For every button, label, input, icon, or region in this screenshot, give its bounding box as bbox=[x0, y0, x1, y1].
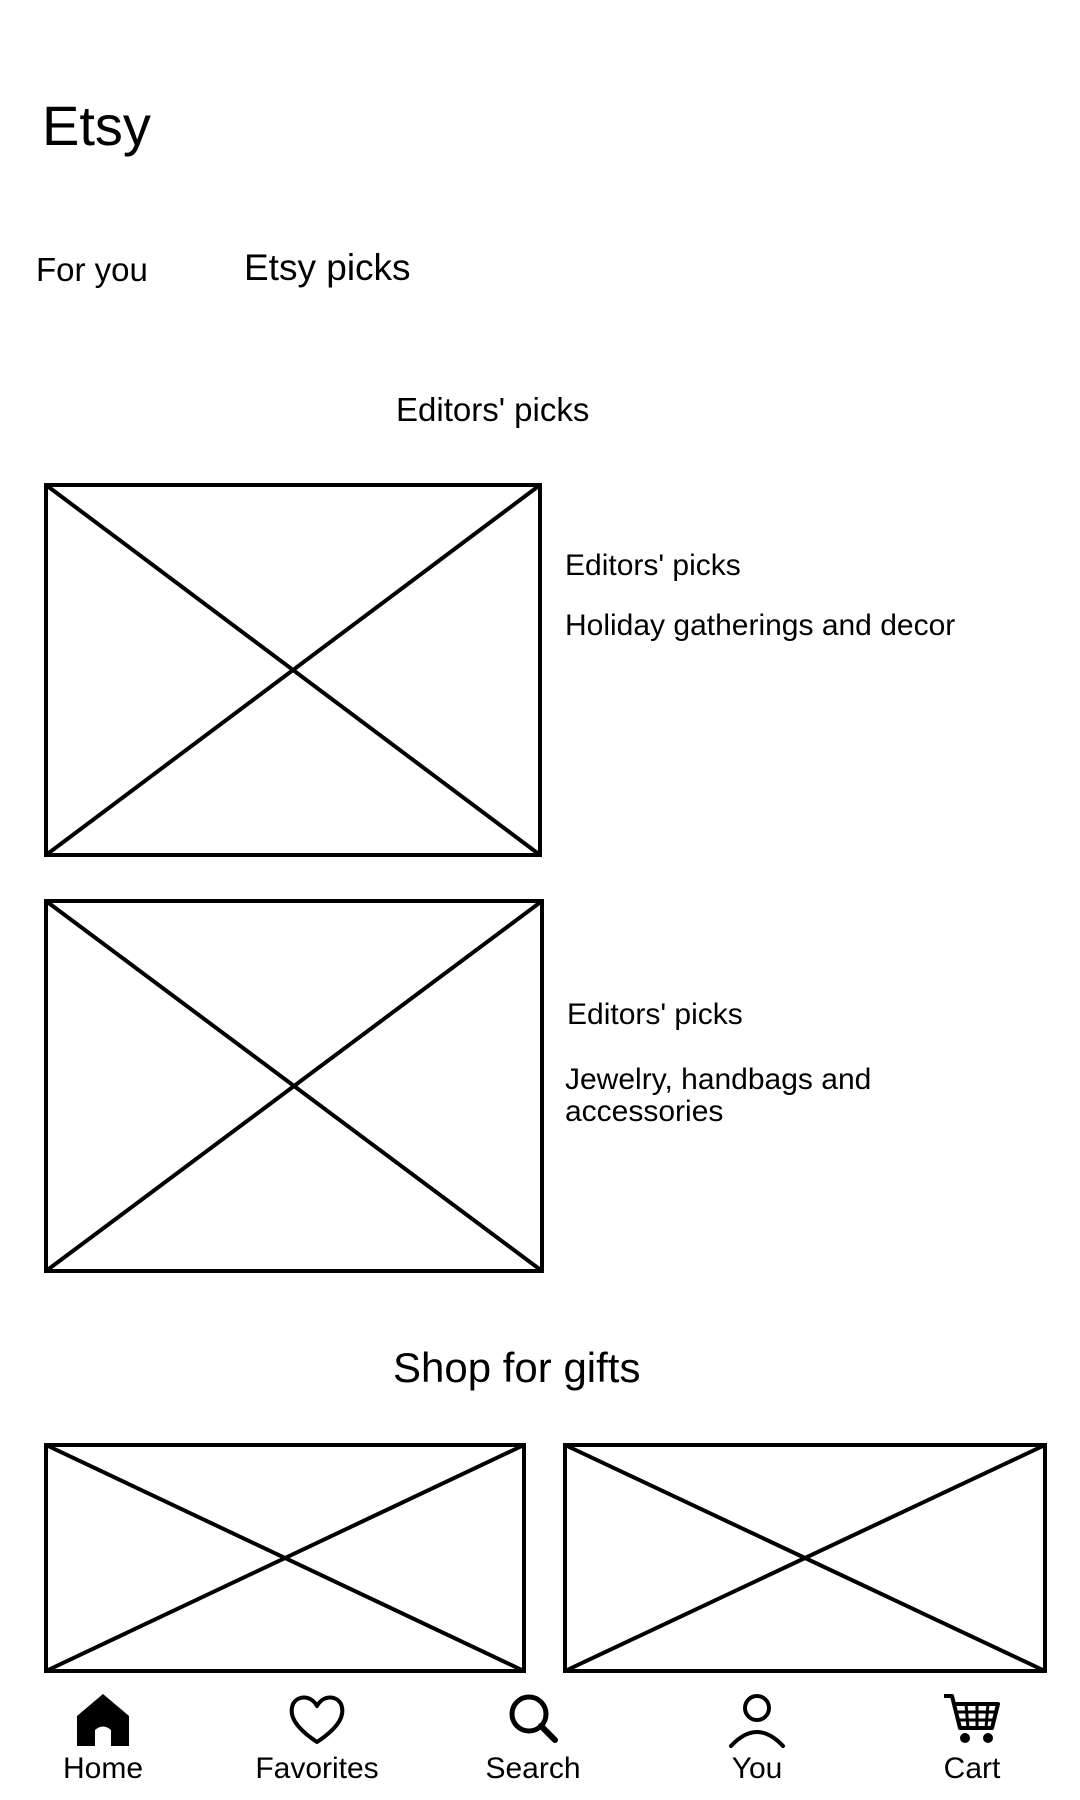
nav-cart[interactable]: Cart bbox=[892, 1690, 1052, 1800]
nav-label: Home bbox=[62, 1752, 144, 1785]
nav-search[interactable]: Search bbox=[453, 1690, 613, 1800]
card-image-placeholder[interactable] bbox=[44, 483, 542, 857]
card-title: Jewelry, handbags and accessories bbox=[565, 1063, 872, 1129]
gift-image-placeholder[interactable] bbox=[563, 1443, 1047, 1673]
home-icon bbox=[77, 1694, 129, 1746]
app-title: Etsy bbox=[42, 94, 151, 157]
section-heading: Shop for gifts bbox=[393, 1344, 641, 1391]
gift-image-placeholder[interactable] bbox=[44, 1443, 526, 1673]
nav-label: Search bbox=[485, 1752, 581, 1785]
card-label: Editors' picks bbox=[565, 549, 741, 582]
heart-icon bbox=[289, 1695, 345, 1744]
tab-etsy-picks[interactable]: Etsy picks bbox=[244, 247, 411, 288]
card-title: Holiday gatherings and decor bbox=[565, 609, 956, 642]
card-image-placeholder[interactable] bbox=[44, 899, 544, 1273]
user-icon bbox=[729, 1694, 785, 1748]
search-icon bbox=[509, 1694, 558, 1743]
nav-home[interactable]: Home bbox=[23, 1690, 183, 1800]
nav-label: Cart bbox=[943, 1752, 1001, 1785]
section-heading: Editors' picks bbox=[396, 391, 590, 428]
bottom-navigation: Home Favorites Search You bbox=[0, 1690, 1080, 1800]
cart-icon bbox=[944, 1694, 1000, 1743]
nav-favorites[interactable]: Favorites bbox=[237, 1690, 397, 1800]
card-label: Editors' picks bbox=[567, 998, 743, 1031]
nav-you[interactable]: You bbox=[677, 1690, 837, 1800]
nav-label: Favorites bbox=[255, 1752, 379, 1785]
nav-label: You bbox=[731, 1752, 783, 1785]
tab-for-you[interactable]: For you bbox=[36, 251, 148, 288]
